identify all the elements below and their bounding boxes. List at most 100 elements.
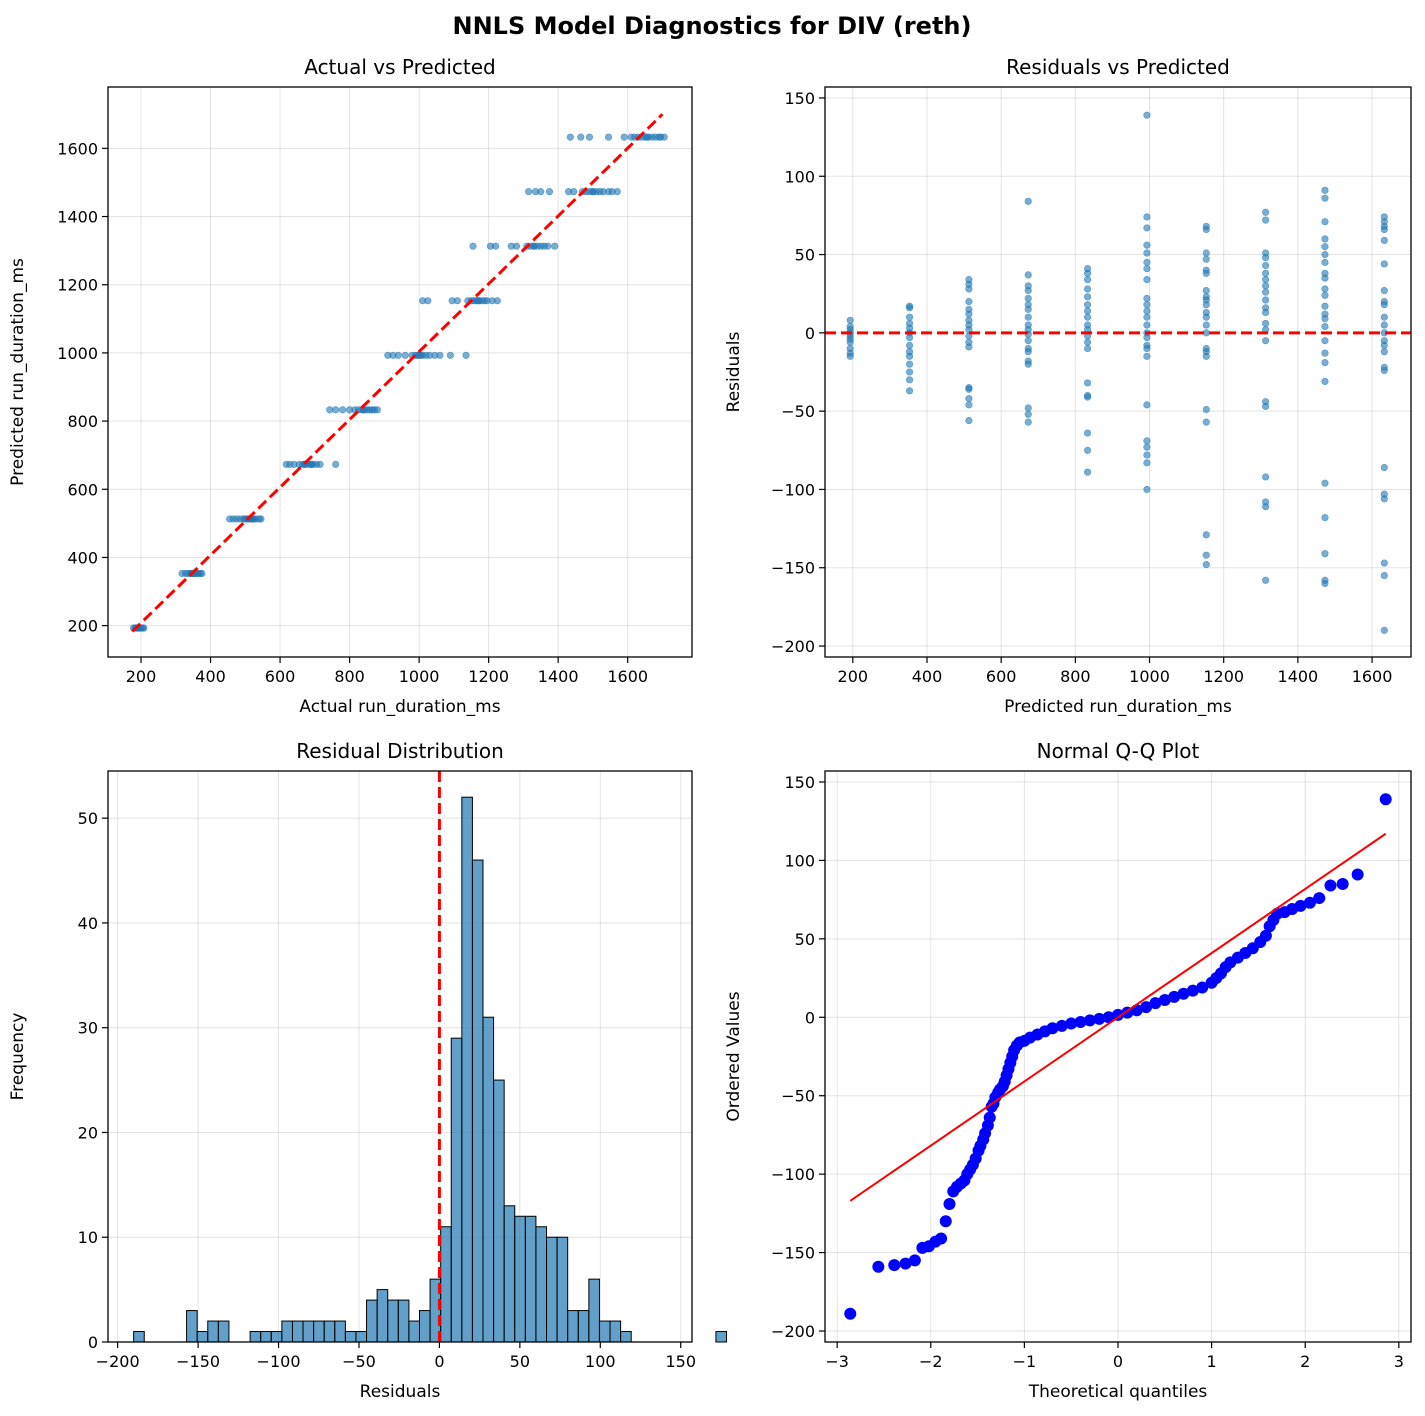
data-point [1083, 269, 1092, 277]
qq-point [943, 1197, 956, 1210]
data-point [1024, 418, 1032, 426]
data-point [1202, 286, 1210, 295]
histogram-bar [217, 1320, 230, 1343]
data-point [316, 460, 324, 468]
histogram-bar [355, 1331, 368, 1343]
chart-title: Normal Q-Q Plot [1037, 739, 1200, 763]
qq-point [1046, 1022, 1059, 1035]
data-point [436, 351, 444, 359]
data-point [1380, 495, 1388, 503]
qq-point [983, 1111, 996, 1124]
qq-point [1351, 868, 1364, 881]
data-point [965, 416, 973, 425]
chart-title: Residuals vs Predicted [1006, 55, 1230, 79]
qq-point [1158, 994, 1171, 1007]
qq-point [935, 1232, 948, 1245]
data-point [1024, 404, 1032, 412]
x-tick-label: 0 [434, 1352, 444, 1371]
plot-frame [107, 770, 693, 1343]
histogram-bar [503, 1205, 516, 1343]
data-point [1083, 338, 1092, 346]
data-point [1083, 344, 1092, 353]
data-point [1143, 401, 1151, 409]
y-tick-label: 1600 [57, 139, 98, 158]
histogram-bar [186, 1310, 198, 1343]
x-tick-label: 800 [334, 667, 365, 686]
y-tick-label: −50 [781, 402, 815, 421]
data-point [401, 351, 409, 359]
qq-point [1168, 990, 1181, 1003]
data-point [1024, 360, 1032, 368]
histogram-bar [535, 1226, 548, 1343]
data-point [1321, 291, 1329, 299]
data-point [577, 133, 585, 141]
data-point [394, 351, 402, 359]
histogram-bar [493, 1079, 505, 1343]
x-tick-label: −150 [176, 1352, 220, 1371]
data-point [1202, 269, 1210, 277]
qq-point [1093, 1012, 1106, 1025]
y-tick-label: 10 [78, 1228, 98, 1247]
data-point [1380, 366, 1388, 375]
qq-point [1259, 929, 1272, 942]
histogram-bar [291, 1320, 304, 1343]
data-point [1202, 249, 1210, 257]
data-point [474, 297, 482, 305]
data-point [1143, 224, 1151, 232]
x-axis-label: Theoretical quantiles [1028, 1382, 1208, 1402]
histogram-bar [387, 1299, 399, 1343]
data-point [905, 387, 914, 395]
plot-frame [107, 86, 693, 658]
data-point [551, 242, 559, 250]
y-tick-label: 50 [795, 246, 815, 265]
qq-point [1055, 1019, 1068, 1032]
x-tick-label: 1600 [1352, 667, 1393, 686]
data-point [1262, 276, 1270, 284]
qq-point [888, 1259, 901, 1272]
data-point [1321, 514, 1329, 522]
data-point [1024, 271, 1032, 279]
y-tick-label: 150 [784, 89, 815, 108]
actual-vs-predicted-panel: 200 400 600 800 1000 1200 1400 1600 200 400 600 800… [8, 55, 693, 717]
data-point [965, 285, 973, 293]
y-tick-label: 30 [78, 1019, 98, 1038]
y-tick-label: 800 [67, 412, 98, 431]
data-point [1024, 294, 1032, 303]
x-tick-label: 1400 [1278, 667, 1319, 686]
data-point [1083, 285, 1092, 293]
data-point [1083, 301, 1092, 309]
x-tick-label: 50 [510, 1352, 530, 1371]
y-tick-label: −200 [771, 1322, 815, 1341]
x-tick-label: −1 [1013, 1352, 1037, 1371]
histogram-bar [323, 1320, 336, 1343]
data-point [1321, 550, 1329, 558]
y-tick-label: 20 [78, 1123, 98, 1142]
histogram-bar [440, 1226, 452, 1343]
x-tick-label: 1000 [399, 667, 440, 686]
data-point [1262, 216, 1270, 224]
data-point [453, 297, 461, 305]
histogram-bar [482, 1016, 495, 1343]
y-tick-label: 1200 [57, 276, 98, 295]
data-point [1380, 313, 1388, 321]
histogram-bar [546, 1236, 558, 1343]
data-point [1143, 321, 1151, 329]
y-tick-label: −150 [771, 1244, 815, 1263]
x-tick-label: 100 [585, 1352, 616, 1371]
x-tick-label: −200 [96, 1352, 140, 1371]
histogram-bar [418, 1310, 431, 1343]
y-tick-label: 50 [795, 930, 815, 949]
x-tick-label: 0 [1113, 1352, 1123, 1371]
histogram-bar [366, 1299, 378, 1343]
qq-point [1379, 793, 1392, 806]
data-point [1083, 468, 1092, 476]
x-tick-label: 1 [1207, 1352, 1217, 1371]
histogram-bar [376, 1289, 389, 1343]
histogram-bar [344, 1331, 357, 1343]
histogram-bar [577, 1310, 590, 1343]
data-point [198, 569, 206, 578]
x-tick-label: 200 [126, 667, 157, 686]
data-point [1143, 241, 1151, 249]
data-point [493, 297, 501, 305]
